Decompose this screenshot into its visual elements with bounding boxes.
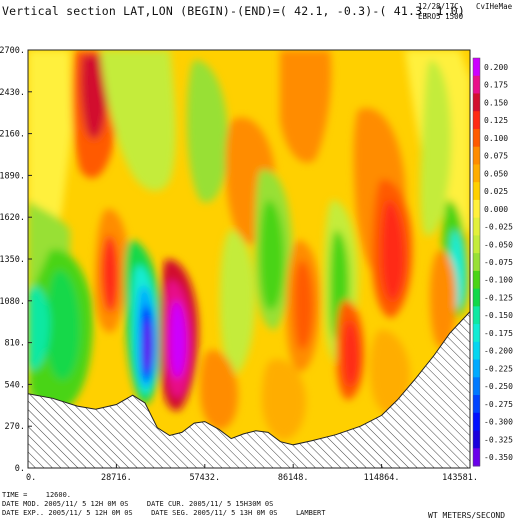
colorbar-swatch <box>473 288 480 307</box>
colorbar-label: -0.050 <box>484 240 513 249</box>
y-tick-label: 1350. <box>0 255 25 265</box>
colorbar-swatch <box>473 235 480 254</box>
chart-title: Vertical section LAT,LON (BEGIN)-(END)=(… <box>2 4 466 18</box>
y-tick-label: 2430. <box>0 88 25 98</box>
colorbar: 0.200 0.175 0.150 0.125 0.100 0.075 0.050 0.025… <box>472 57 513 467</box>
x-tick-label: 28716. <box>101 473 132 483</box>
time-value: 12600. <box>45 491 72 499</box>
colorbar-label: 0.100 <box>484 134 508 143</box>
velocity-field <box>28 50 470 468</box>
colorbar-label: 0.200 <box>484 63 508 72</box>
colorbar-label: 0.000 <box>484 205 508 214</box>
y-tick-label: 810. <box>5 339 25 349</box>
units-label: WT METERS/SECOND <box>428 511 506 520</box>
x-tick-label: 0. <box>26 473 36 483</box>
y-tick-label: 1620. <box>0 213 25 223</box>
date-stamp: 12/28/17C <box>418 2 459 11</box>
colorbar-label: 0.075 <box>484 152 508 161</box>
y-tick-label: 2160. <box>0 130 25 140</box>
colorbar-label: -0.275 <box>484 400 513 409</box>
x-tick-label: 57432. <box>189 473 220 483</box>
colorbar-label: -0.075 <box>484 258 513 267</box>
y-axis: 0. 270. 540. 810. 1080. 1350. 1620. 1890. 2160. 2… <box>0 46 32 474</box>
colorbar-swatch <box>473 58 480 77</box>
colorbar-swatch <box>473 359 480 378</box>
date-seg: DATE SEG. 2005/11/ 5 13H 0M 0S <box>151 509 278 517</box>
time-label: TIME = <box>2 491 28 499</box>
colorbar-swatch <box>473 111 480 130</box>
colorbar-label: -0.100 <box>484 276 513 285</box>
colorbar-label: 0.025 <box>484 187 508 196</box>
colorbar-label: -0.200 <box>484 347 513 356</box>
colorbar-label: 0.125 <box>484 116 508 125</box>
colorbar-swatch <box>473 217 480 236</box>
colorbar-frame <box>472 57 481 467</box>
x-tick-label: 114864. <box>364 473 400 483</box>
colorbar-swatch <box>473 93 480 112</box>
x-axis: 0. 28716. 57432. 86148. 114864. 143581. <box>26 464 478 483</box>
colorbar-swatch <box>473 146 480 165</box>
colorbar-label: 0.150 <box>484 98 508 107</box>
experiment-stamp: EBRO5 1500 <box>418 12 464 21</box>
y-tick-label: 1890. <box>0 171 25 181</box>
colorbar-swatch <box>473 324 480 343</box>
colorbar-swatch <box>473 341 480 361</box>
colorbar-swatch <box>473 270 480 290</box>
date-mod: DATE MOD. 2005/11/ 5 12H 0M 0S <box>2 500 129 508</box>
date-cur: DATE CUR. 2005/11/ 5 15H30M 0S <box>146 500 274 508</box>
y-tick-label: 1080. <box>0 297 25 307</box>
colorbar-swatch <box>473 182 480 201</box>
colorbar-swatch <box>473 395 480 414</box>
date-exp: DATE EXP.. 2005/11/ 5 12H 0M 0S <box>2 509 133 517</box>
colorbar-label: 0.175 <box>484 81 508 90</box>
terrain-mask <box>27 310 471 469</box>
colorbar-label: -0.225 <box>484 364 513 373</box>
colorbar-swatch <box>473 412 480 432</box>
y-tick-label: 0. <box>15 464 25 474</box>
y-tick-label: 270. <box>5 422 25 432</box>
colorbar-swatch <box>473 377 480 396</box>
colorbar-label: -0.150 <box>484 311 513 320</box>
colorbar-swatch <box>473 448 480 467</box>
colorbar-swatch <box>473 75 480 94</box>
user-stamp: CvIHeMae <box>476 2 513 11</box>
colorbar-label: -0.325 <box>484 435 513 444</box>
colorbar-label: -0.025 <box>484 223 513 232</box>
colorbar-swatch <box>473 164 480 183</box>
projection-label: LAMBERT <box>295 509 326 517</box>
x-tick-label: 143581. <box>442 473 478 483</box>
colorbar-label: -0.350 <box>484 453 513 462</box>
colorbar-label: 0.050 <box>484 169 508 178</box>
colorbar-swatch <box>473 199 480 219</box>
colorbar-swatch <box>473 128 480 148</box>
colorbar-swatch <box>473 306 480 325</box>
colorbar-label: -0.300 <box>484 418 513 427</box>
x-tick-label: 86148. <box>278 473 309 483</box>
colorbar-label: -0.250 <box>484 382 513 391</box>
y-tick-label: 2700. <box>0 46 25 56</box>
colorbar-label: -0.175 <box>484 329 513 338</box>
colorbar-swatch <box>473 253 480 272</box>
run-info-footer: TIME = 12600. DATE MOD. 2005/11/ 5 12H 0… <box>2 491 325 518</box>
y-tick-label: 540. <box>5 380 25 390</box>
colorbar-label: -0.125 <box>484 293 513 302</box>
colorbar-swatch <box>473 430 480 449</box>
